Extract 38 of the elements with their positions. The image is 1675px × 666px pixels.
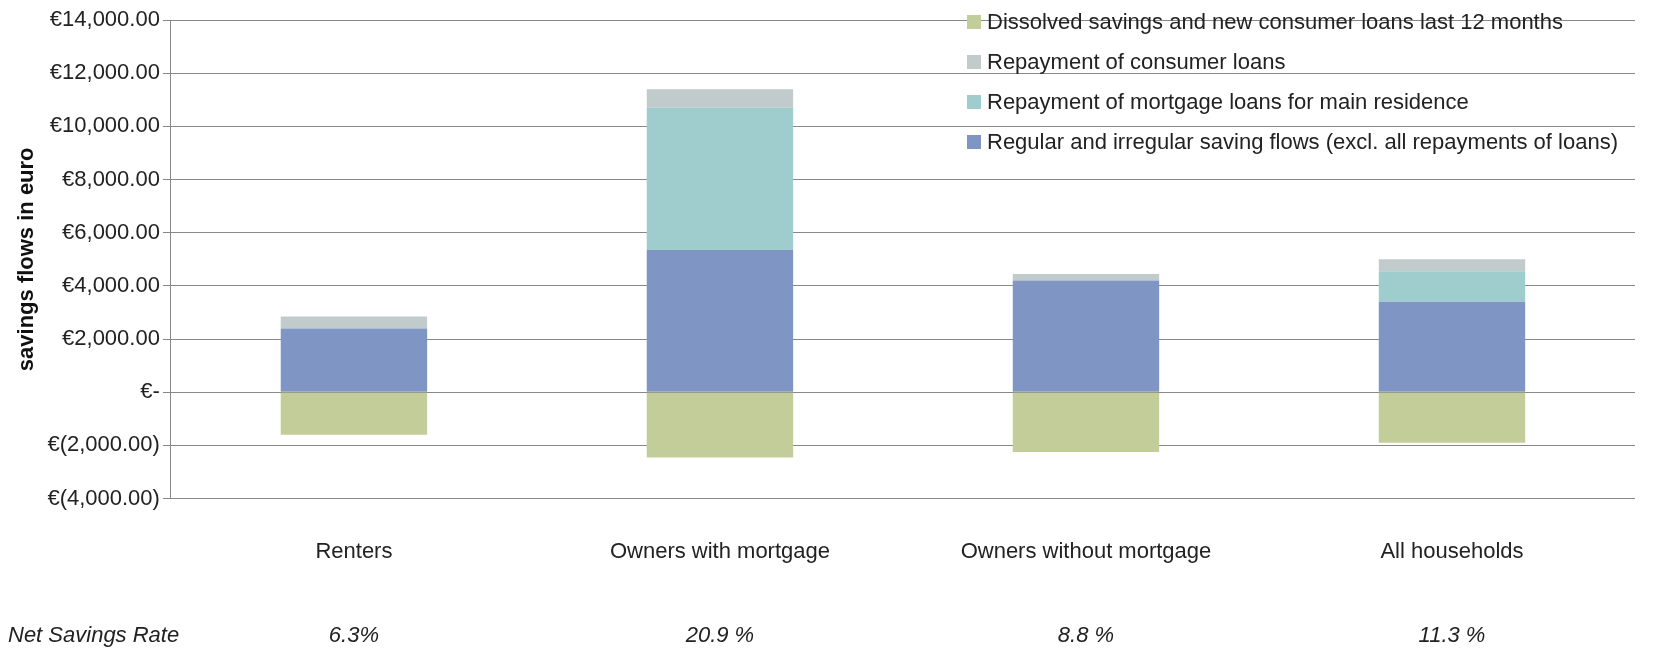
bar bbox=[1378, 301, 1526, 392]
bar bbox=[646, 249, 794, 392]
legend-label: Repayment of mortgage loans for main residence bbox=[987, 88, 1469, 116]
bar bbox=[1378, 392, 1526, 443]
x-tick-label: Owners without mortgage bbox=[960, 537, 1212, 563]
bar bbox=[1012, 273, 1160, 281]
text: 8.8 % bbox=[1057, 622, 1115, 648]
y-tick-label: €4,000.00 bbox=[62, 271, 160, 297]
bar bbox=[646, 107, 794, 250]
y-tick-label: €10,000.00 bbox=[49, 112, 160, 138]
legend-label: Repayment of consumer loans bbox=[987, 48, 1286, 76]
text: 6.3% bbox=[328, 622, 379, 648]
x-tick-label: Renters bbox=[315, 537, 393, 563]
bar bbox=[280, 316, 428, 329]
text: Net Savings Rate bbox=[8, 622, 180, 648]
bar bbox=[280, 392, 428, 435]
bar bbox=[1378, 271, 1526, 302]
bar bbox=[646, 392, 794, 458]
bar bbox=[280, 328, 428, 392]
bar bbox=[1378, 259, 1526, 272]
text: 11.3 % bbox=[1418, 622, 1486, 648]
y-tick-label: €12,000.00 bbox=[49, 59, 160, 85]
legend-label: Dissolved savings and new consumer loans last 12 months bbox=[987, 8, 1563, 36]
legend-label: Regular and irregular saving flows (excl. all repayments of loans) bbox=[987, 128, 1618, 156]
bar bbox=[1012, 280, 1160, 392]
y-tick-label: €- bbox=[140, 378, 160, 404]
y-axis-title: savings flows in euro bbox=[13, 147, 39, 372]
y-tick-label: €6,000.00 bbox=[62, 218, 160, 244]
y-tick-label: €8,000.00 bbox=[62, 165, 160, 191]
x-tick-label: All households bbox=[1380, 537, 1524, 563]
y-tick-label: €2,000.00 bbox=[62, 325, 160, 351]
y-tick-label: €(4,000.00) bbox=[47, 484, 160, 510]
bar bbox=[1012, 392, 1160, 453]
y-tick-label: €(2,000.00) bbox=[47, 431, 160, 457]
text: 20.9 % bbox=[685, 622, 755, 648]
bar bbox=[646, 89, 794, 108]
y-tick-label: €14,000.00 bbox=[49, 6, 160, 32]
x-tick-label: Owners with mortgage bbox=[609, 537, 830, 563]
